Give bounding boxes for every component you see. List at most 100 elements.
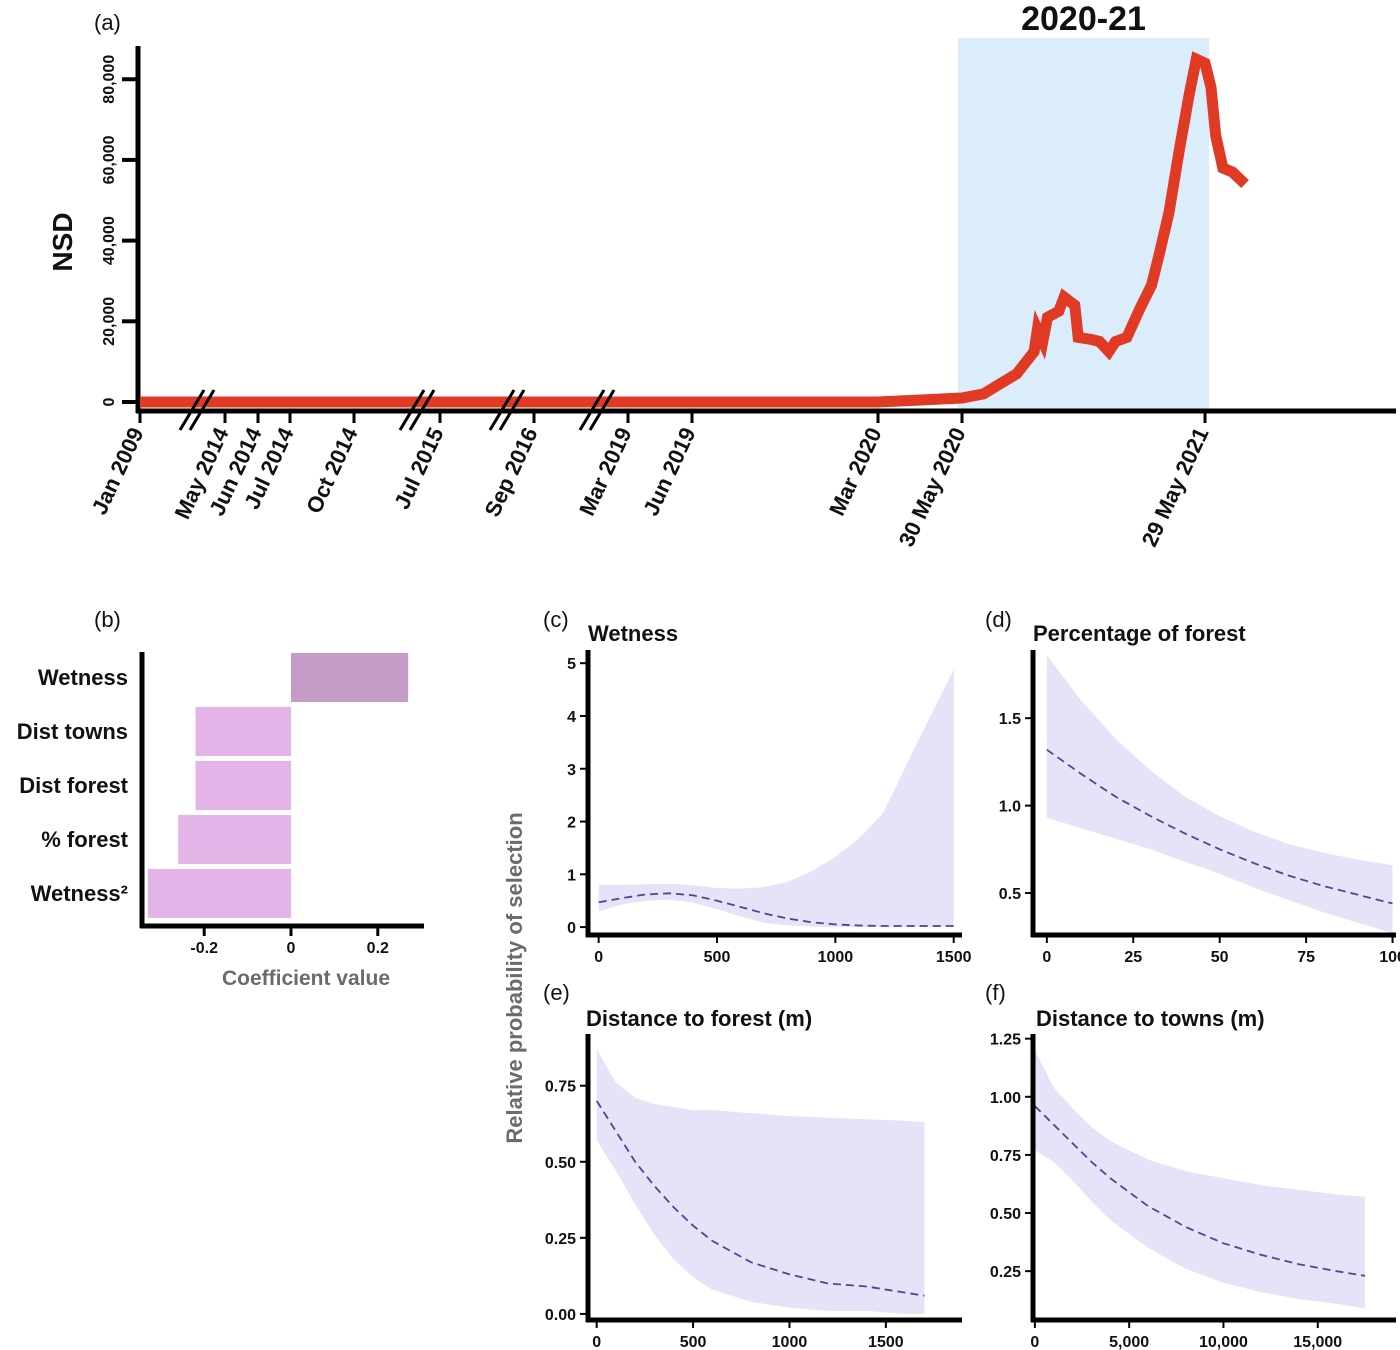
x-tick-label: 100	[1379, 949, 1400, 966]
nsd-line	[140, 51, 1249, 408]
bar-label: Dist towns	[17, 719, 128, 744]
bar	[178, 815, 291, 864]
y-tick-label: 1	[567, 867, 576, 884]
y-tick-label: 0.50	[545, 1155, 576, 1172]
shared-y-axis-label: Relative probability of selection	[502, 812, 527, 1143]
series	[140, 51, 1249, 408]
panel-e-letter: (e)	[543, 980, 570, 1005]
panel-a-letter: (a)	[94, 10, 121, 35]
x-tick-label: 50	[1211, 949, 1229, 966]
x-tick-label: Mar 2020	[824, 424, 886, 520]
bar	[195, 707, 291, 756]
x-tick-label: -0.2	[190, 940, 218, 957]
x-axis-label: Coefficient value	[222, 967, 390, 990]
x-tick-label: Sep 2016	[480, 424, 543, 521]
x-tick-label: 1000	[772, 1334, 808, 1350]
y-ticks: 0 20,000 40,000 60,000 80,000	[101, 55, 138, 406]
y-tick-label: 80,000	[101, 55, 118, 104]
x-tick-label: 30 May 2020	[894, 424, 971, 551]
panel-e-title: Distance to forest (m)	[586, 1006, 812, 1031]
x-tick-label: 75	[1297, 949, 1315, 966]
x-tick-label: 0	[594, 949, 603, 966]
bar-label: Dist forest	[19, 773, 128, 798]
axis-break-mark	[188, 389, 216, 431]
x-tick-label: Jun 2019	[638, 424, 700, 520]
y-tick-label: 0.50	[990, 1206, 1021, 1223]
x-tick-label: Mar 2019	[574, 424, 636, 520]
confidence-ribbon	[596, 1049, 925, 1314]
axis-break-mark	[498, 389, 526, 431]
x-tick-label: Oct 2014	[301, 423, 363, 517]
panel-b-letter: (b)	[94, 607, 121, 632]
y-tick-label: 2	[567, 815, 576, 832]
x-tick-label: 0	[287, 940, 296, 957]
panel-e: (e) Distance to forest (m) 0 500 1000 1500 0…	[543, 980, 962, 1350]
x-tick-label: 0	[1030, 1334, 1039, 1350]
y-tick-label: 0.75	[990, 1148, 1021, 1165]
y-tick-label: 0.25	[990, 1264, 1021, 1281]
axis-break-mark	[408, 389, 436, 431]
y-tick-label: 1.0	[999, 799, 1021, 816]
axis-break-mark	[578, 389, 606, 431]
bar-label: % forest	[41, 827, 128, 852]
confidence-ribbon	[598, 669, 954, 928]
x-tick-label: Jul 2015	[389, 424, 448, 513]
bar-label: Wetness	[38, 665, 128, 690]
y-tick-label: 0	[101, 397, 118, 406]
x-tick-label: 1000	[818, 949, 854, 966]
x-ticks: -0.2 0 0.2	[190, 928, 389, 957]
panel-c-title: Wetness	[588, 621, 678, 646]
panel-f: (f) Distance to towns (m) 0 5,000 10,000 15…	[985, 980, 1396, 1350]
x-tick-label: 15,000	[1293, 1334, 1342, 1350]
panel-f-letter: (f)	[985, 980, 1006, 1005]
x-tick-label: 5,000	[1109, 1334, 1149, 1350]
panel-a: (a) 2020-21 NSD 0 20,000 40,000 60,000 80,00…	[47, 0, 1396, 551]
panel-c: (c) Wetness 0 500 1000 1500 0 1 2 3 4 5	[543, 607, 972, 966]
y-tick-label: 0.75	[545, 1079, 576, 1096]
panel-d: (d) Percentage of forest 0 25 50 75 100 0.5 1.…	[985, 607, 1400, 966]
x-tick-label: 1500	[936, 949, 972, 966]
x-tick-label: 500	[704, 949, 731, 966]
axis-break-mark	[398, 389, 426, 431]
y-tick-label: 3	[567, 762, 576, 779]
mean-line	[598, 892, 954, 927]
mean-line	[595, 1100, 925, 1297]
x-tick-label: 500	[680, 1334, 707, 1350]
panel-f-title: Distance to towns (m)	[1036, 1006, 1265, 1031]
y-tick-label: 1.00	[990, 1090, 1021, 1107]
axis-break-mark	[588, 389, 616, 431]
panel-d-letter: (d)	[985, 607, 1012, 632]
y-tick-label: 40,000	[101, 216, 118, 265]
x-tick-label: 0.2	[367, 940, 389, 957]
axis-break-mark	[178, 389, 206, 431]
axis-break-mark	[488, 389, 516, 431]
panel-c-letter: (c)	[543, 607, 569, 632]
y-tick-label: 0.25	[545, 1231, 576, 1248]
confidence-ribbon	[1046, 655, 1393, 934]
bar	[147, 869, 291, 918]
y-tick-label: 5	[567, 656, 576, 673]
x-tick-label: 1500	[868, 1334, 904, 1350]
y-axis-label: NSD	[47, 212, 78, 271]
x-tick-label: 25	[1124, 949, 1142, 966]
axis-breaks	[178, 389, 616, 431]
y-tick-label: 20,000	[101, 297, 118, 346]
y-tick-label: 1.25	[990, 1032, 1021, 1049]
bars: Wetness Dist towns Dist forest % forest Wetn…	[17, 653, 409, 918]
highlight-label: 2020-21	[1021, 0, 1146, 38]
y-tick-label: 0	[567, 920, 576, 937]
bar	[291, 653, 409, 702]
mean-line	[1034, 1105, 1366, 1277]
confidence-ribbon	[1034, 1050, 1365, 1309]
y-tick-label: 0.5	[999, 886, 1021, 903]
panel-b: (b) Wetness Dist towns Dist forest % forest…	[17, 607, 424, 990]
bar-label: Wetness²	[31, 881, 128, 906]
panel-d-title: Percentage of forest	[1033, 621, 1246, 646]
x-tick-label: 0	[592, 1334, 601, 1350]
bar	[195, 761, 291, 810]
y-tick-label: 0.00	[545, 1307, 576, 1324]
x-tick-label: Jan 2009	[87, 424, 149, 519]
y-tick-label: 1.5	[999, 711, 1021, 728]
